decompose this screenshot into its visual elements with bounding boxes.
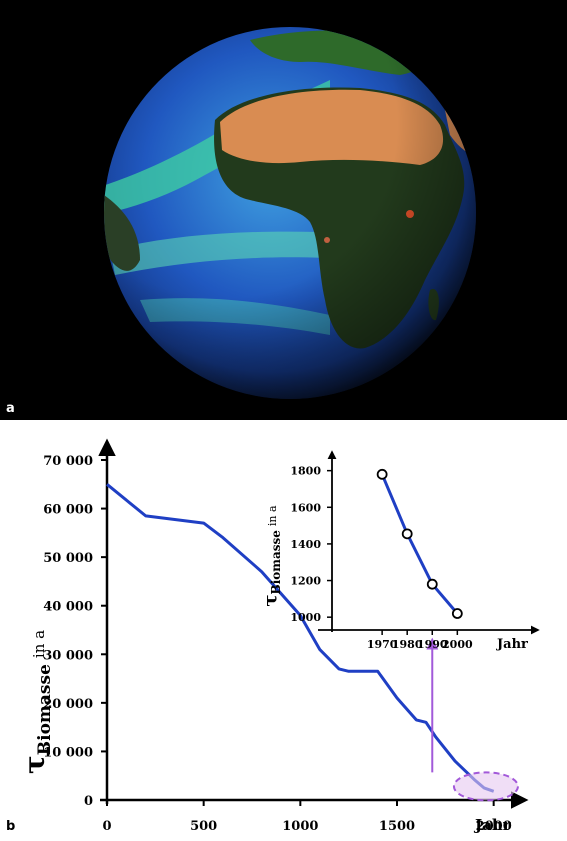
inset-data-points [376, 468, 463, 619]
inset-x-axis-label: Jahr [496, 637, 528, 652]
main-y-axis-label: τBiomassein a [18, 630, 55, 774]
inset-y-tick-label: 1800 [290, 465, 321, 478]
panel-label-b: b [6, 819, 16, 834]
main-y-tick-label: 50 000 [43, 551, 93, 566]
main-x-tick-label: 1000 [282, 819, 318, 834]
main-x-axis-label: Jahr [473, 816, 512, 834]
main-y-tick-label: 10 000 [43, 745, 93, 760]
recent-period-highlight [452, 771, 519, 802]
inset-y-tick-label: 1600 [290, 501, 321, 514]
main-x-tick-label: 2000 [476, 819, 512, 834]
globe-image [104, 27, 476, 399]
main-y-tick-label: 0 [84, 794, 93, 809]
main-x-tick-label: 1500 [379, 819, 415, 834]
inset-data-point [426, 578, 438, 590]
inset-x-tick-label: 1990 [417, 638, 448, 651]
inset-data-point [401, 528, 413, 540]
inset-y-tick-label: 1200 [290, 575, 321, 588]
main-x-tick-label: 0 [102, 819, 111, 834]
inset-data-point [451, 608, 463, 619]
main-y-tick-label: 40 000 [43, 600, 93, 615]
inset-data-point [376, 468, 388, 480]
biomass-chart-panel: 0 10 000 20 000 30 000 40 000 50 000 60 000 70 … [0, 420, 567, 837]
main-y-tick-label: 60 000 [43, 503, 93, 518]
inset-x-tick-label: 2000 [442, 638, 473, 651]
inset-y-ticks: 1000 1200 1400 1600 1800 [290, 465, 332, 624]
biomass-turnover-line [106, 483, 495, 793]
inset-y-axis-label: τBiomassein a [260, 505, 283, 607]
panel-label-a: a [6, 401, 15, 416]
inset-y-tick-label: 1400 [290, 538, 321, 551]
main-y-tick-label: 20 000 [43, 697, 93, 712]
inset-y-tick-label: 1000 [290, 611, 321, 624]
inset-x-tick-label: 1980 [392, 638, 423, 651]
main-y-tick-label: 70 000 [43, 454, 93, 469]
inset-turnover-line [380, 473, 459, 615]
main-y-ticks: 0 10 000 20 000 30 000 40 000 50 000 60 000 70 … [43, 454, 107, 809]
main-x-tick-label: 500 [190, 819, 217, 834]
earth-satellite-panel: a [0, 0, 567, 420]
main-x-ticks: 0 500 1000 1500 2000 [102, 800, 512, 834]
inset-x-tick-label: 1970 [367, 638, 398, 651]
main-y-tick-label: 30 000 [43, 648, 93, 663]
biomass-turnover-chart: 0 10 000 20 000 30 000 40 000 50 000 60 000 70 … [18, 438, 540, 834]
